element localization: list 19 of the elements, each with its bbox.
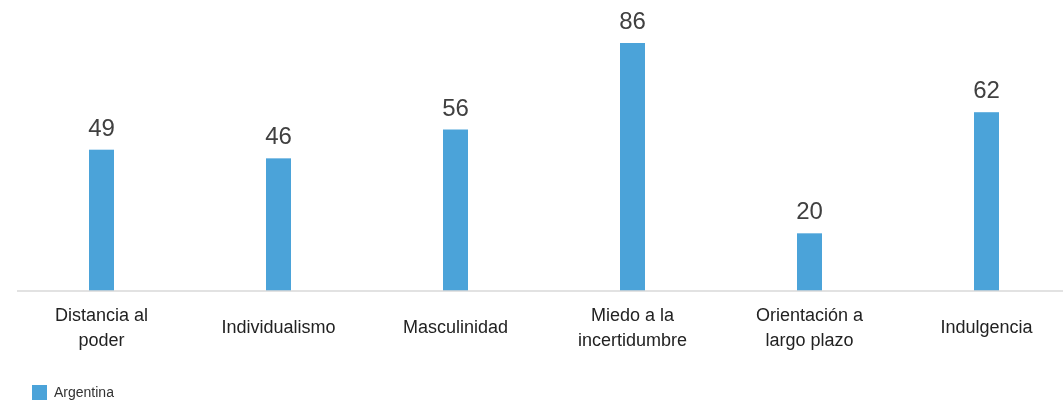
bar xyxy=(266,158,291,291)
bar xyxy=(797,233,822,291)
data-label: 20 xyxy=(796,197,823,225)
x-tick-label: Indulgencia xyxy=(940,317,1034,338)
x-tick-label: Masculinidad xyxy=(402,317,509,338)
data-label: 86 xyxy=(619,7,646,34)
data-label: 46 xyxy=(265,122,292,150)
x-tick-label: Miedo a la incertidumbre xyxy=(577,304,688,350)
bar xyxy=(89,149,114,291)
x-tick-label: Individualismo xyxy=(221,317,336,338)
legend-label: Argentina xyxy=(54,383,115,400)
x-tick-label: Orientación a largo plazo xyxy=(755,304,865,350)
bar xyxy=(974,112,999,291)
data-label: 62 xyxy=(973,76,1000,104)
bar xyxy=(443,129,468,291)
data-label: 56 xyxy=(442,93,469,121)
bar xyxy=(620,43,645,291)
x-tick-label: Distancia al poder xyxy=(54,304,149,350)
data-label: 49 xyxy=(88,113,115,141)
